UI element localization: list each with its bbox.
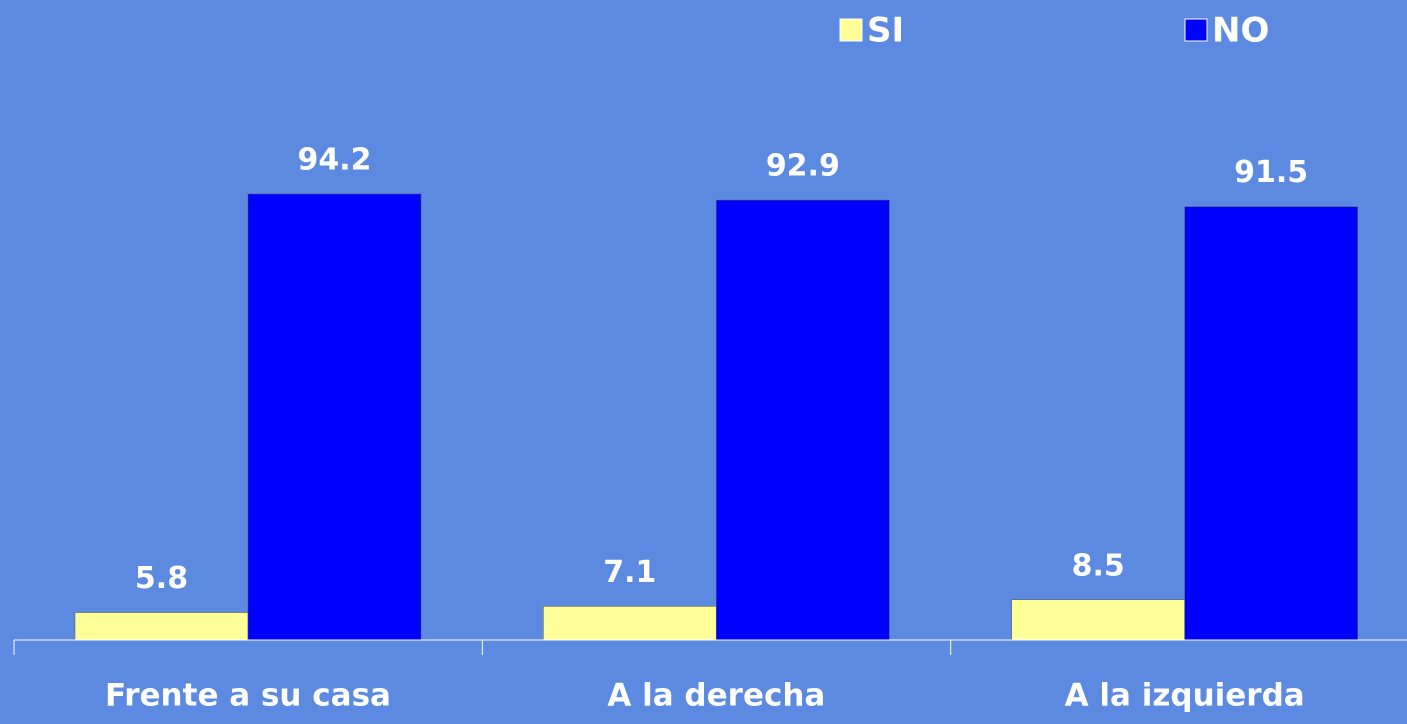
legend-swatch (839, 18, 863, 42)
value-label: 8.5 (1072, 548, 1125, 583)
x-tick-label: A la izquierda (1065, 678, 1305, 714)
legend-label: NO (1212, 11, 1269, 51)
x-tick-label: Frente a su casa (105, 678, 391, 714)
bar (1184, 206, 1358, 641)
legend-swatch (1184, 18, 1208, 42)
legend-label: SI (867, 11, 904, 51)
bar (247, 193, 422, 641)
bar (1011, 599, 1185, 641)
bar (543, 606, 717, 641)
value-label: 94.2 (297, 142, 371, 177)
value-label: 5.8 (135, 561, 188, 596)
value-label: 92.9 (766, 149, 840, 184)
bar (716, 199, 890, 641)
x-tick-label: A la derecha (607, 678, 825, 714)
value-label: 91.5 (1234, 155, 1308, 190)
bar (74, 612, 249, 641)
value-label: 7.1 (603, 555, 656, 590)
